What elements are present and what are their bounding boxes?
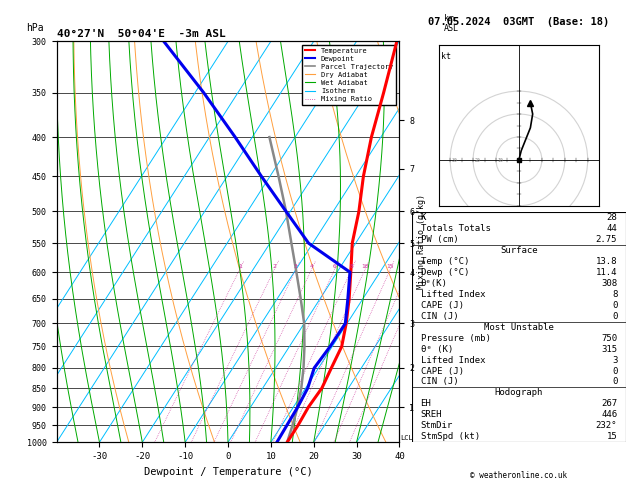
Text: 0: 0: [612, 312, 617, 321]
Y-axis label: Mixing Ratio (g/kg): Mixing Ratio (g/kg): [417, 194, 426, 289]
Text: LCL: LCL: [400, 435, 413, 441]
Text: © weatheronline.co.uk: © weatheronline.co.uk: [470, 471, 567, 480]
Text: EH: EH: [421, 399, 431, 408]
Text: Lifted Index: Lifted Index: [421, 290, 485, 299]
Legend: Temperature, Dewpoint, Parcel Trajectory, Dry Adiabat, Wet Adiabat, Isotherm, Mi: Temperature, Dewpoint, Parcel Trajectory…: [302, 45, 396, 105]
Text: 3: 3: [612, 356, 617, 364]
Text: Totals Totals: Totals Totals: [421, 224, 491, 233]
Text: 0: 0: [612, 378, 617, 386]
Text: 1: 1: [238, 264, 242, 269]
Text: hPa: hPa: [26, 23, 43, 34]
Text: 446: 446: [601, 410, 617, 419]
Text: Dewp (°C): Dewp (°C): [421, 268, 469, 277]
Text: StmDir: StmDir: [421, 421, 453, 430]
Text: CAPE (J): CAPE (J): [421, 301, 464, 310]
Text: 750: 750: [601, 334, 617, 343]
Text: Temp (°C): Temp (°C): [421, 257, 469, 266]
Text: 232°: 232°: [596, 421, 617, 430]
Text: 11.4: 11.4: [596, 268, 617, 277]
Text: 13.8: 13.8: [596, 257, 617, 266]
Text: 2: 2: [272, 264, 276, 269]
Text: km
ASL: km ASL: [444, 14, 459, 34]
Text: CIN (J): CIN (J): [421, 378, 458, 386]
Text: Lifted Index: Lifted Index: [421, 356, 485, 364]
Text: 6: 6: [333, 264, 337, 269]
Text: SREH: SREH: [421, 410, 442, 419]
Text: 308: 308: [601, 279, 617, 288]
Text: 315: 315: [601, 345, 617, 354]
Text: CIN (J): CIN (J): [421, 312, 458, 321]
Text: 20: 20: [474, 158, 480, 163]
Text: CAPE (J): CAPE (J): [421, 366, 464, 376]
Text: θᵉ (K): θᵉ (K): [421, 345, 453, 354]
Text: StmSpd (kt): StmSpd (kt): [421, 432, 480, 441]
Text: 28: 28: [606, 213, 617, 222]
Text: Pressure (mb): Pressure (mb): [421, 334, 491, 343]
Text: 40°27'N  50°04'E  -3m ASL: 40°27'N 50°04'E -3m ASL: [57, 29, 225, 39]
X-axis label: Dewpoint / Temperature (°C): Dewpoint / Temperature (°C): [143, 467, 313, 477]
Text: 44: 44: [606, 224, 617, 233]
Text: 0: 0: [612, 301, 617, 310]
Text: 10: 10: [497, 158, 503, 163]
Text: 8: 8: [350, 264, 353, 269]
Text: Surface: Surface: [500, 246, 538, 255]
Text: 4: 4: [309, 264, 313, 269]
Text: 10: 10: [361, 264, 369, 269]
Text: 15: 15: [387, 264, 394, 269]
Text: 15: 15: [606, 432, 617, 441]
Text: 0: 0: [612, 366, 617, 376]
Text: Most Unstable: Most Unstable: [484, 323, 554, 332]
Text: PW (cm): PW (cm): [421, 235, 458, 244]
Text: 3: 3: [294, 264, 298, 269]
Text: 267: 267: [601, 399, 617, 408]
Text: θᵉ(K): θᵉ(K): [421, 279, 447, 288]
Text: 2.75: 2.75: [596, 235, 617, 244]
Text: 07.05.2024  03GMT  (Base: 18): 07.05.2024 03GMT (Base: 18): [428, 17, 610, 27]
Text: 30: 30: [452, 158, 457, 163]
Text: kt: kt: [441, 52, 451, 61]
Text: Hodograph: Hodograph: [495, 388, 543, 398]
Text: K: K: [421, 213, 426, 222]
Text: 8: 8: [612, 290, 617, 299]
